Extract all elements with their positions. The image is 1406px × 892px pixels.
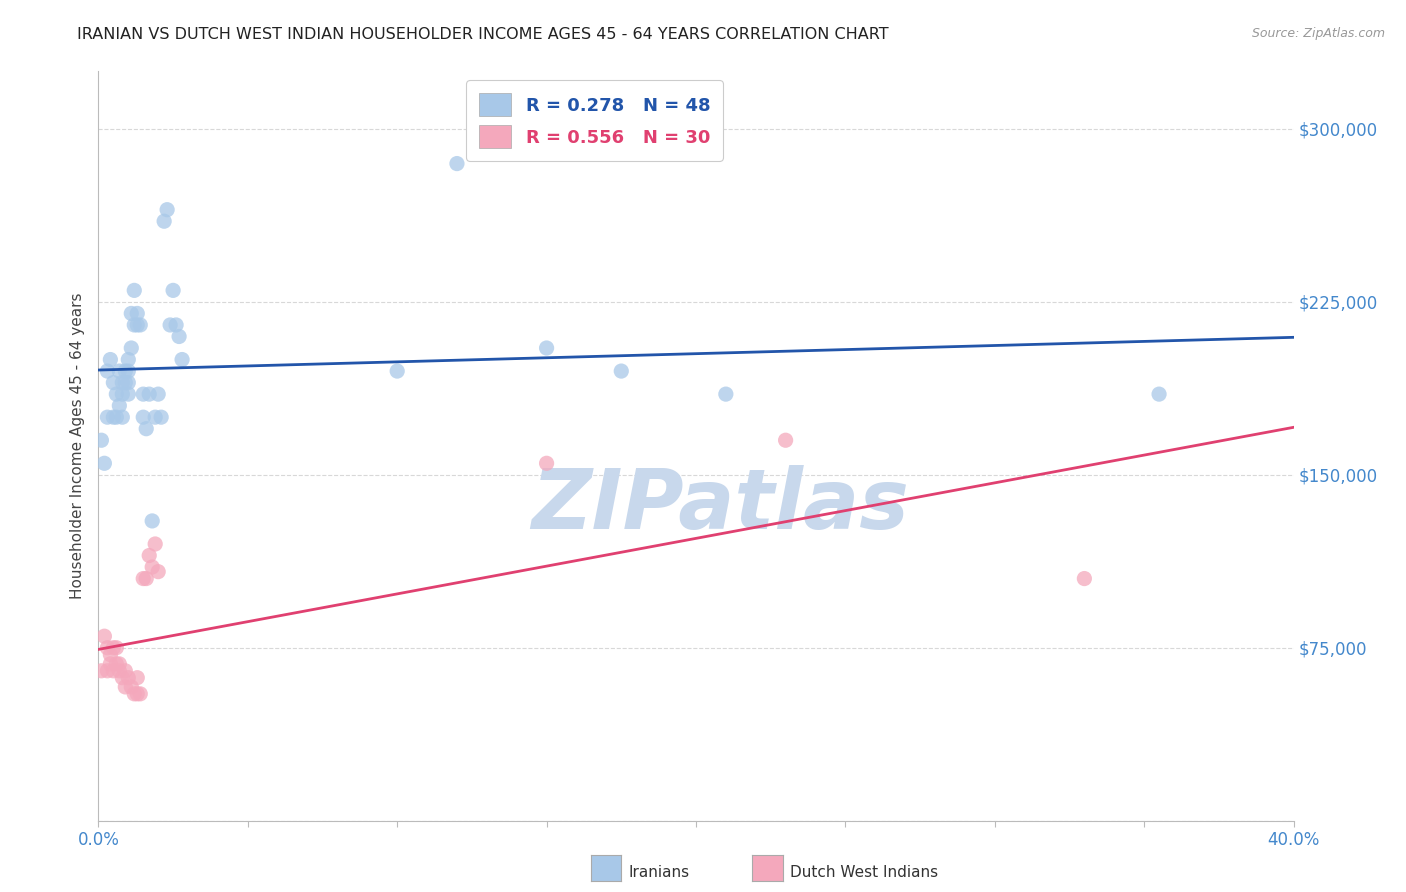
Point <box>93 456 115 470</box>
Point <box>138 549 160 563</box>
Point <box>114 364 136 378</box>
Point <box>141 514 163 528</box>
Point <box>96 640 118 655</box>
Point <box>162 284 184 298</box>
Point <box>132 410 155 425</box>
Point <box>141 560 163 574</box>
Text: Iranians: Iranians <box>628 865 689 880</box>
Point <box>98 648 122 662</box>
Point <box>111 387 134 401</box>
Point <box>120 680 142 694</box>
Point <box>129 318 152 332</box>
Point <box>111 671 134 685</box>
Text: Source: ZipAtlas.com: Source: ZipAtlas.com <box>1251 27 1385 40</box>
Point <box>1073 572 1095 586</box>
Point <box>103 376 125 390</box>
Point <box>148 387 170 401</box>
Point <box>148 565 170 579</box>
Y-axis label: Householder Income Ages 45 - 64 years: Householder Income Ages 45 - 64 years <box>69 293 84 599</box>
Point <box>172 352 194 367</box>
Point <box>98 657 122 671</box>
Point <box>714 387 737 401</box>
Point <box>536 341 558 355</box>
Point <box>132 387 155 401</box>
Point <box>105 410 128 425</box>
Point <box>127 687 149 701</box>
Point <box>159 318 181 332</box>
Point <box>111 376 134 390</box>
Point <box>127 306 149 320</box>
Point <box>143 537 166 551</box>
Text: ZIPatlas: ZIPatlas <box>531 466 908 547</box>
Point <box>105 640 128 655</box>
Point <box>117 376 139 390</box>
Point <box>610 364 633 378</box>
Point <box>153 214 176 228</box>
Point <box>108 364 131 378</box>
Point <box>93 629 115 643</box>
Point <box>117 671 139 685</box>
Point <box>775 434 797 448</box>
Point <box>96 664 118 678</box>
Point <box>127 318 149 332</box>
Point <box>135 422 157 436</box>
Point <box>124 284 146 298</box>
Point <box>103 410 125 425</box>
Point <box>117 352 139 367</box>
Point <box>108 664 131 678</box>
Point <box>143 410 166 425</box>
Point <box>129 687 152 701</box>
Point <box>108 399 131 413</box>
Legend: R = 0.278   N = 48, R = 0.556   N = 30: R = 0.278 N = 48, R = 0.556 N = 30 <box>465 80 723 161</box>
Point <box>150 410 173 425</box>
Point <box>96 410 118 425</box>
Point <box>156 202 179 217</box>
Point <box>385 364 409 378</box>
Point <box>111 410 134 425</box>
Point <box>120 306 142 320</box>
Text: Dutch West Indians: Dutch West Indians <box>790 865 938 880</box>
Point <box>536 456 558 470</box>
Point <box>108 657 131 671</box>
Point <box>114 680 136 694</box>
Point <box>446 156 468 170</box>
Point <box>90 434 112 448</box>
Point <box>132 572 155 586</box>
Point <box>96 364 118 378</box>
Point <box>124 687 146 701</box>
Text: IRANIAN VS DUTCH WEST INDIAN HOUSEHOLDER INCOME AGES 45 - 64 YEARS CORRELATION C: IRANIAN VS DUTCH WEST INDIAN HOUSEHOLDER… <box>77 27 889 42</box>
Point <box>90 664 112 678</box>
Point <box>114 664 136 678</box>
Point <box>1147 387 1170 401</box>
Point <box>167 329 190 343</box>
Point <box>103 640 125 655</box>
Point <box>105 657 128 671</box>
Point <box>98 352 122 367</box>
Point <box>120 341 142 355</box>
Point <box>114 376 136 390</box>
Point <box>105 387 128 401</box>
Point <box>103 664 125 678</box>
Point <box>127 671 149 685</box>
Point <box>165 318 187 332</box>
Point <box>117 387 139 401</box>
Point <box>117 364 139 378</box>
Point <box>124 318 146 332</box>
Point <box>138 387 160 401</box>
Point <box>135 572 157 586</box>
